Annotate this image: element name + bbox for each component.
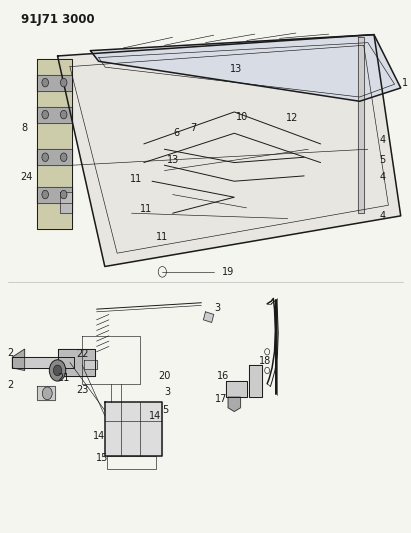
Text: 3: 3 xyxy=(215,303,221,313)
Text: 5: 5 xyxy=(379,155,386,165)
Polygon shape xyxy=(37,107,72,123)
Circle shape xyxy=(60,110,67,119)
Text: 13: 13 xyxy=(230,64,242,74)
Polygon shape xyxy=(84,360,97,369)
Text: 7: 7 xyxy=(190,123,196,133)
Circle shape xyxy=(60,190,67,199)
Text: 4: 4 xyxy=(379,211,385,221)
Text: 8: 8 xyxy=(22,123,28,133)
Circle shape xyxy=(60,78,67,87)
Text: 10: 10 xyxy=(236,112,249,122)
Text: 4: 4 xyxy=(379,135,385,144)
Text: 2: 2 xyxy=(7,380,14,390)
Polygon shape xyxy=(358,37,364,213)
Polygon shape xyxy=(90,35,401,101)
Text: 24: 24 xyxy=(21,172,33,182)
Text: 12: 12 xyxy=(286,114,298,123)
Polygon shape xyxy=(58,349,95,376)
Circle shape xyxy=(60,153,67,161)
Polygon shape xyxy=(37,59,72,229)
Polygon shape xyxy=(226,381,247,397)
Text: 3: 3 xyxy=(165,387,171,397)
Text: 22: 22 xyxy=(76,350,88,359)
Polygon shape xyxy=(58,35,401,266)
Text: 17: 17 xyxy=(215,394,227,403)
Polygon shape xyxy=(12,357,74,368)
Text: 4: 4 xyxy=(379,172,385,182)
Text: 21: 21 xyxy=(58,374,70,383)
Circle shape xyxy=(42,78,48,87)
Text: 1: 1 xyxy=(402,78,408,87)
Text: 11: 11 xyxy=(129,174,142,183)
Polygon shape xyxy=(12,349,25,370)
Text: 20: 20 xyxy=(158,371,171,381)
Polygon shape xyxy=(249,365,262,397)
Polygon shape xyxy=(105,402,162,456)
Text: 11: 11 xyxy=(156,232,169,242)
Polygon shape xyxy=(228,397,240,411)
Circle shape xyxy=(53,365,62,376)
Circle shape xyxy=(42,153,48,161)
Text: 6: 6 xyxy=(174,128,180,138)
Text: 2: 2 xyxy=(7,349,14,358)
Text: 11: 11 xyxy=(140,205,152,214)
Text: 18: 18 xyxy=(259,357,271,366)
Polygon shape xyxy=(37,187,72,203)
Text: 16: 16 xyxy=(217,371,229,381)
Polygon shape xyxy=(37,149,72,165)
Circle shape xyxy=(42,190,48,199)
Circle shape xyxy=(42,110,48,119)
Text: 14: 14 xyxy=(93,431,106,441)
Text: 23: 23 xyxy=(76,385,88,395)
Text: 19: 19 xyxy=(222,267,234,277)
Text: 91J71 3000: 91J71 3000 xyxy=(21,13,94,26)
Text: 13: 13 xyxy=(166,155,179,165)
Polygon shape xyxy=(37,386,55,400)
Polygon shape xyxy=(203,312,214,322)
Text: 14: 14 xyxy=(149,411,162,421)
Polygon shape xyxy=(60,192,72,213)
Polygon shape xyxy=(37,75,72,91)
Text: 15: 15 xyxy=(96,454,108,463)
Text: 5: 5 xyxy=(162,406,169,415)
Circle shape xyxy=(49,360,66,381)
Circle shape xyxy=(42,387,52,400)
